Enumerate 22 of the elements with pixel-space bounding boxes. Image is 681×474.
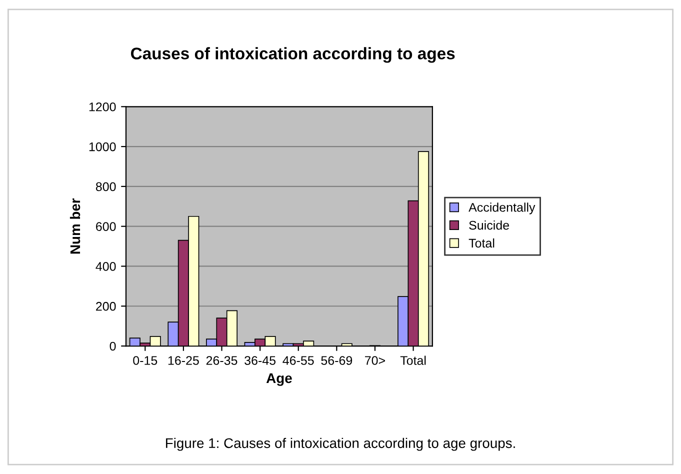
y-tick-label: 400: [96, 262, 116, 271]
y-tick-label: 1200: [89, 102, 116, 112]
caption: Figure 1: Causes of intoxication according to age groups.: [166, 438, 515, 451]
y-tick-label: 200: [96, 302, 116, 311]
x-tick-label: Total: [400, 356, 426, 365]
chart-title: Causes of intoxication according to ages: [130, 47, 455, 63]
x-tick-label: 16-25: [168, 356, 199, 365]
legend-label: Accidentally: [468, 202, 536, 214]
x-axis-title: Age: [266, 373, 292, 386]
legend-label: Total: [468, 238, 494, 248]
x-tick-label: 70>: [365, 356, 385, 365]
x-tick-label: 0-15: [133, 356, 158, 365]
y-tick-label: 0: [110, 342, 116, 351]
x-tick-label: 56-69: [321, 356, 352, 365]
y-tick-label: 1000: [89, 142, 116, 152]
legend-label: Suicide: [469, 220, 510, 230]
x-tick-label: 26-35: [206, 356, 238, 365]
y-tick-label: 600: [96, 222, 116, 231]
y-tick-label: 800: [96, 182, 116, 192]
y-axis-title: Num ber: [70, 198, 80, 254]
x-tick-label: 46-55: [282, 356, 314, 365]
x-tick-label: 36-45: [244, 356, 276, 365]
